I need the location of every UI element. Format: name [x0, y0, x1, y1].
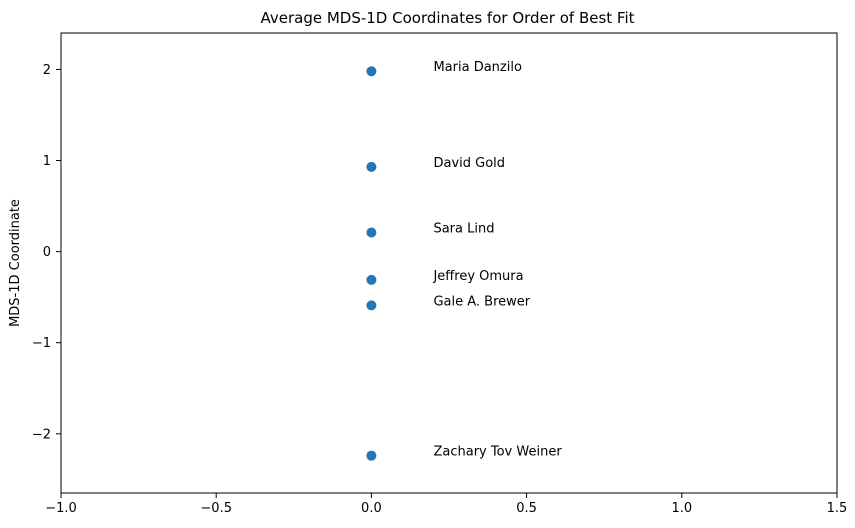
x-tick-label: −0.5: [200, 501, 232, 516]
point-label: David Gold: [433, 156, 505, 171]
y-tick-label: 0: [43, 245, 51, 260]
point-label: Maria Danzilo: [433, 60, 522, 75]
y-axis-label: MDS-1D Coordinate: [8, 199, 23, 327]
x-tick-label: 1.5: [827, 501, 848, 516]
data-point: [366, 450, 377, 461]
x-tick-label: 0.0: [361, 501, 382, 516]
y-tick-label: 2: [43, 63, 51, 78]
data-point: [366, 300, 377, 311]
x-tick-label: 1.0: [671, 501, 692, 516]
y-tick-label: −2: [32, 427, 51, 442]
data-point: [366, 274, 377, 285]
x-tick-label: 0.5: [516, 501, 537, 516]
point-label: Gale A. Brewer: [433, 294, 530, 309]
y-tick-label: −1: [32, 336, 51, 351]
chart-title: Average MDS-1D Coordinates for Order of …: [260, 9, 634, 27]
data-points: [366, 66, 377, 461]
point-label: Sara Lind: [433, 221, 494, 236]
y-tick-label: 1: [43, 154, 51, 169]
point-label: Jeffrey Omura: [432, 269, 523, 284]
plot-area: [60, 32, 838, 494]
point-label: Zachary Tov Weiner: [433, 445, 562, 460]
x-axis: −1.0 −0.5 0.0 0.5 1.0 1.5: [45, 493, 847, 516]
plot-frame: [60, 32, 838, 494]
x-tick-label: −1.0: [45, 501, 77, 516]
data-point: [366, 66, 377, 77]
point-annotations: Maria Danzilo David Gold Sara Lind Jeffrey …: [432, 60, 562, 459]
data-point: [366, 161, 377, 172]
data-point: [366, 227, 377, 238]
y-axis: −2 −1 0 1 2: [32, 63, 61, 442]
